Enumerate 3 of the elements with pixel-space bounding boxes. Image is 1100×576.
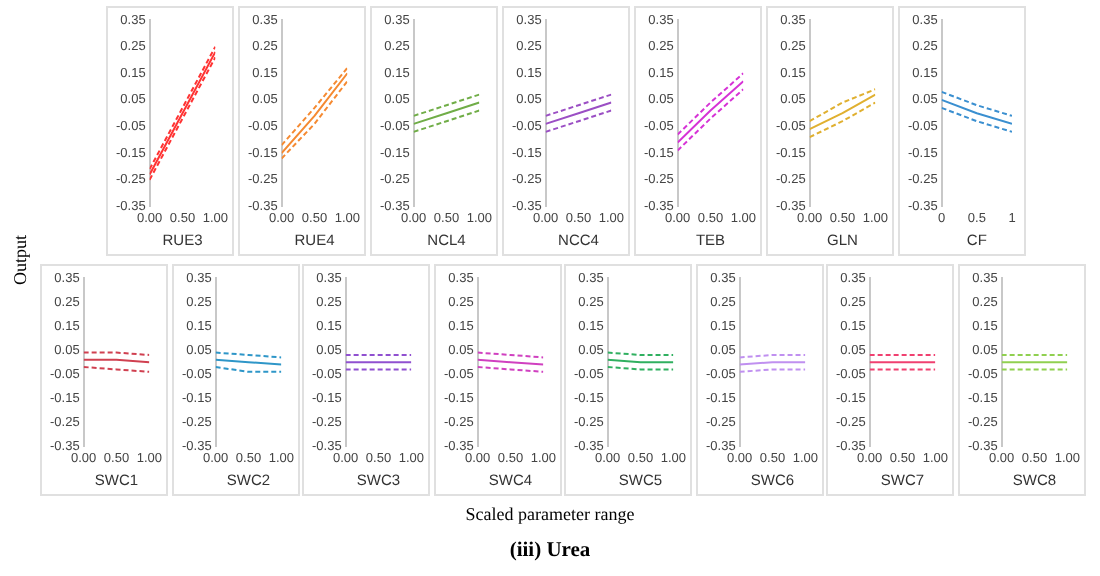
text: Scaled parameter range: [463, 504, 637, 524]
text: Output: [10, 234, 30, 286]
text: (iii) Urea: [507, 540, 593, 562]
